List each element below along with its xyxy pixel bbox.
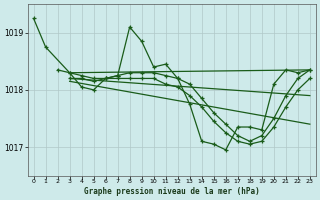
X-axis label: Graphe pression niveau de la mer (hPa): Graphe pression niveau de la mer (hPa)	[84, 187, 260, 196]
